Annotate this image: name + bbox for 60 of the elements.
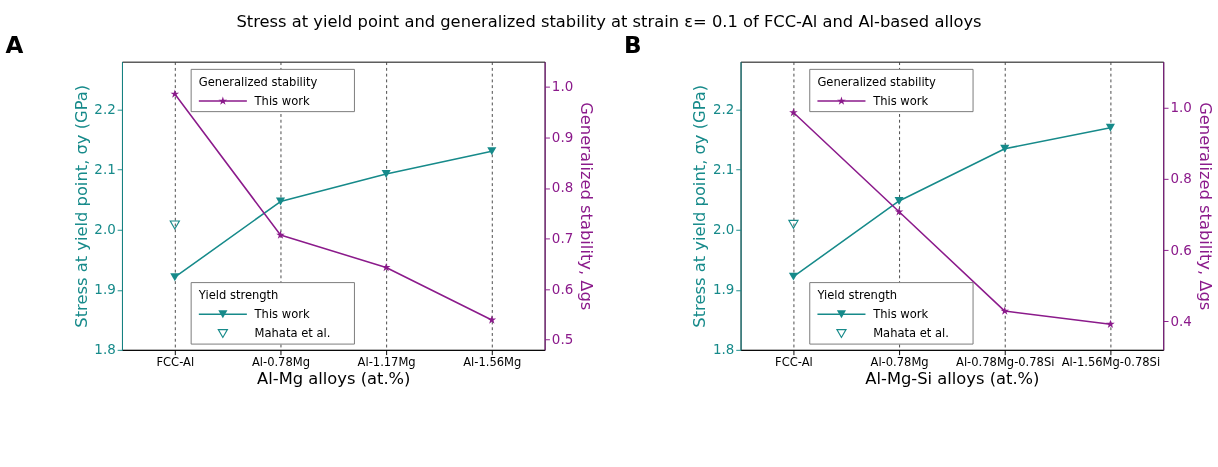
y-tick-label: 2.2: [94, 102, 116, 118]
x-tick-label: Al-1.17Mg: [357, 354, 416, 369]
y2-tick-label: 1.0: [1170, 100, 1192, 116]
y2-tick-label: 0.9: [551, 129, 574, 145]
y-tick-label: 1.8: [712, 342, 735, 358]
y-tick-label: 1.9: [712, 282, 735, 298]
point: [1106, 319, 1115, 328]
legend-label: This work: [253, 93, 310, 108]
y2-tick-label: 0.8: [551, 180, 574, 196]
point: [894, 207, 904, 216]
x-tick-label: Al-0.78Mg: [870, 354, 929, 369]
y2-tick-label: 0.8: [1170, 171, 1192, 187]
y-axis-title: Stress at yield point, σy (GPa): [690, 84, 710, 328]
y2-tick-label: 0.4: [1170, 313, 1192, 329]
y-axis-title: Stress at yield point, σy (GPa): [71, 84, 91, 328]
y-tick-label: 2.0: [712, 222, 735, 238]
x-tick-label: Al-0.78Mg: [251, 354, 311, 369]
x-tick-label: FCC-Al: [775, 354, 813, 369]
y-tick-label: 2.0: [94, 222, 116, 238]
legend-label: Mahata et al.: [873, 326, 949, 341]
point: [788, 219, 799, 229]
point: [170, 273, 180, 282]
x-tick-label: FCC-Al: [156, 354, 195, 369]
y2-tick-label: 0.6: [551, 281, 574, 297]
x-axis-title: Al-Mg-Si alloys (at.%): [865, 368, 1040, 388]
point: [275, 197, 286, 206]
x-tick-label: Al-1.56Mg: [463, 354, 522, 369]
legend-label: This work: [872, 93, 929, 108]
y-tick-label: 1.9: [94, 282, 116, 298]
y2-axis-title: Generalized stability, Δgs: [1195, 102, 1215, 311]
point: [487, 147, 497, 156]
x-tick-label: Al-1.56Mg-0.78Si: [1061, 354, 1161, 369]
legend-label: Mahata et al.: [254, 326, 331, 341]
y2-tick-label: 0.6: [1170, 242, 1192, 258]
point: [894, 197, 904, 205]
y-tick-label: 2.2: [712, 102, 735, 118]
legend-title: Yield strength: [197, 287, 279, 302]
chart-title: B: [624, 32, 642, 59]
point: [1105, 123, 1115, 132]
y2-axis-title: Generalized stability, Δgs: [576, 102, 596, 311]
x-axis-title: Al-Mg alloys (at.%): [257, 368, 411, 388]
y2-tick-label: 0.7: [551, 230, 574, 246]
y-tick-label: 2.1: [712, 162, 735, 178]
annotation: Generalized stability: [198, 74, 318, 89]
point: [1000, 144, 1010, 153]
chart-title: A: [5, 32, 24, 59]
legend-label: This work: [253, 307, 310, 322]
legend-label: This work: [872, 307, 929, 322]
x-tick-label: Al-0.78Mg-0.78Si: [956, 354, 1055, 369]
point: [169, 220, 180, 230]
point: [381, 170, 391, 178]
legend-title: Yield strength: [816, 287, 898, 302]
y-tick-label: 1.8: [94, 342, 116, 358]
annotation: Generalized stability: [817, 74, 937, 89]
y-tick-label: 2.1: [94, 162, 116, 178]
y2-tick-label: 0.5: [551, 332, 574, 348]
point: [1000, 306, 1010, 315]
y2-tick-label: 1.0: [551, 79, 574, 95]
text: Stress at yield point and generalized stability at strain ε= 0.1 of FCC-Al and Al-based alloys: [236, 11, 982, 31]
point: [789, 108, 798, 117]
